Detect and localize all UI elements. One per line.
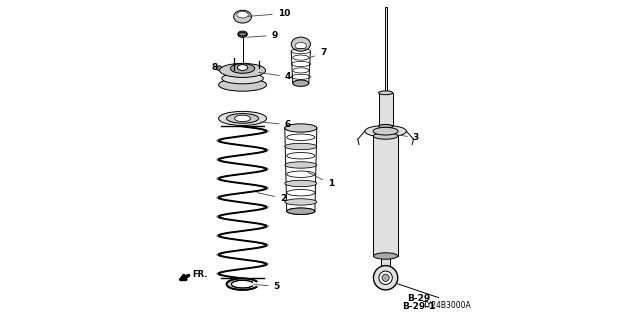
Polygon shape	[216, 66, 222, 71]
Ellipse shape	[230, 64, 255, 73]
Ellipse shape	[287, 208, 315, 214]
Ellipse shape	[374, 133, 398, 139]
Ellipse shape	[222, 73, 264, 84]
Ellipse shape	[238, 31, 248, 37]
Text: TY24B3000A: TY24B3000A	[423, 301, 472, 310]
Ellipse shape	[365, 125, 406, 137]
Polygon shape	[227, 278, 257, 290]
Text: 6: 6	[260, 120, 291, 129]
Ellipse shape	[285, 180, 317, 187]
Ellipse shape	[235, 115, 251, 122]
Ellipse shape	[287, 134, 315, 140]
Ellipse shape	[287, 171, 315, 177]
Ellipse shape	[285, 125, 317, 131]
Ellipse shape	[227, 114, 259, 123]
Ellipse shape	[291, 37, 310, 51]
Bar	[385, 7, 387, 99]
Ellipse shape	[220, 63, 266, 77]
Text: B-29-1: B-29-1	[403, 302, 436, 311]
Ellipse shape	[382, 274, 389, 281]
Text: FR.: FR.	[193, 270, 208, 279]
Text: 1: 1	[308, 172, 334, 188]
Text: 3: 3	[396, 133, 419, 142]
Ellipse shape	[285, 124, 317, 132]
Text: 2: 2	[257, 193, 286, 203]
Bar	[373, 136, 397, 256]
Text: B-29: B-29	[408, 294, 431, 303]
Ellipse shape	[287, 153, 315, 159]
Bar	[381, 256, 390, 267]
Ellipse shape	[379, 271, 392, 284]
Text: 9: 9	[248, 31, 278, 40]
Ellipse shape	[237, 65, 248, 70]
Text: 10: 10	[248, 9, 290, 18]
Ellipse shape	[379, 91, 393, 95]
Text: 7: 7	[308, 48, 326, 58]
Ellipse shape	[293, 80, 309, 86]
Ellipse shape	[373, 127, 398, 135]
Text: 5: 5	[254, 282, 280, 291]
Ellipse shape	[287, 189, 315, 196]
Ellipse shape	[285, 162, 317, 168]
Ellipse shape	[218, 78, 267, 91]
Ellipse shape	[285, 143, 317, 150]
Ellipse shape	[234, 10, 252, 23]
Ellipse shape	[374, 266, 398, 290]
Text: 8: 8	[211, 63, 219, 72]
Ellipse shape	[295, 43, 307, 49]
Bar	[378, 93, 393, 126]
Ellipse shape	[374, 253, 398, 259]
Ellipse shape	[379, 124, 393, 128]
Ellipse shape	[287, 208, 315, 214]
Ellipse shape	[285, 199, 317, 205]
Ellipse shape	[237, 12, 248, 18]
Ellipse shape	[218, 111, 267, 125]
Text: 4: 4	[259, 72, 291, 81]
